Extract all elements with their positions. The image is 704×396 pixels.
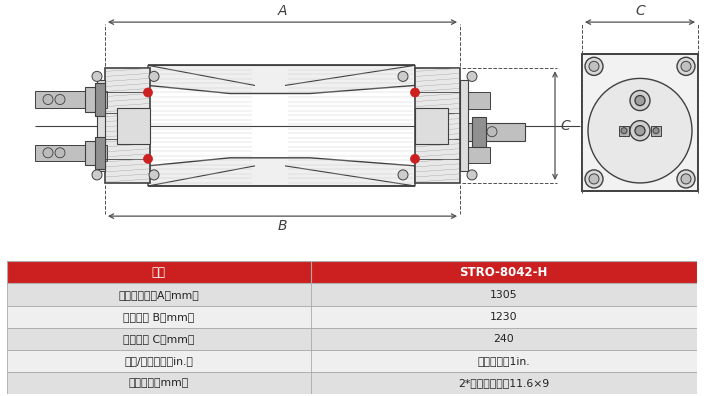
Circle shape (589, 174, 599, 184)
Circle shape (653, 128, 659, 134)
Circle shape (43, 148, 53, 158)
Text: 进水/浓水接口（in.）: 进水/浓水接口（in.） (125, 356, 194, 366)
Circle shape (410, 154, 420, 163)
Circle shape (467, 170, 477, 180)
Circle shape (487, 127, 497, 137)
Bar (7, 284, 697, 306)
Circle shape (589, 61, 599, 71)
Circle shape (635, 126, 645, 136)
Text: 卡箍式接口1in.: 卡箍式接口1in. (477, 356, 530, 366)
Bar (95, 84, 105, 116)
Text: STRO-8042-H: STRO-8042-H (460, 266, 548, 279)
Circle shape (635, 95, 645, 106)
Circle shape (92, 71, 102, 82)
Text: 型号: 型号 (152, 266, 166, 279)
Text: 法兰间距 B（mm）: 法兰间距 B（mm） (123, 312, 194, 322)
Bar (85, 88, 103, 112)
Bar (460, 147, 490, 163)
Circle shape (398, 71, 408, 82)
Bar (35, 91, 107, 108)
Text: 法兰宽度 C（mm）: 法兰宽度 C（mm） (123, 334, 194, 344)
Circle shape (144, 154, 153, 163)
Circle shape (677, 170, 695, 188)
Bar (95, 137, 105, 169)
Circle shape (588, 78, 692, 183)
Circle shape (149, 71, 159, 82)
Bar (582, 54, 698, 191)
Circle shape (630, 90, 650, 110)
Circle shape (677, 57, 695, 75)
Bar (97, 80, 105, 171)
Bar (7, 372, 697, 394)
Bar (7, 328, 697, 350)
Bar (472, 116, 486, 147)
Bar (117, 108, 150, 144)
Polygon shape (148, 158, 415, 186)
Circle shape (585, 57, 603, 75)
Bar (460, 93, 490, 109)
Bar (105, 69, 150, 183)
Bar (7, 261, 697, 284)
Text: 2*软管快速接口11.6×9: 2*软管快速接口11.6×9 (458, 378, 549, 388)
Polygon shape (148, 65, 415, 93)
Circle shape (585, 170, 603, 188)
Circle shape (55, 148, 65, 158)
Text: 1305: 1305 (490, 289, 517, 299)
Bar (415, 108, 448, 144)
Circle shape (681, 174, 691, 184)
Bar (35, 145, 107, 161)
Circle shape (681, 61, 691, 71)
Text: 240: 240 (494, 334, 514, 344)
Circle shape (630, 121, 650, 141)
Text: 1230: 1230 (490, 312, 517, 322)
Text: C: C (635, 4, 645, 18)
Circle shape (410, 88, 420, 97)
Text: 产水接口（mm）: 产水接口（mm） (129, 378, 189, 388)
Text: 膜组件拉杆长A（mm）: 膜组件拉杆长A（mm） (118, 289, 199, 299)
Text: A: A (278, 4, 287, 18)
Bar (619, 126, 629, 136)
Circle shape (149, 170, 159, 180)
Circle shape (398, 170, 408, 180)
Circle shape (55, 95, 65, 105)
Bar (85, 141, 103, 165)
Bar (7, 350, 697, 372)
Text: C: C (560, 119, 570, 133)
Circle shape (467, 71, 477, 82)
Text: B: B (278, 219, 287, 233)
Bar (460, 80, 468, 171)
Circle shape (92, 170, 102, 180)
Bar (7, 306, 697, 327)
Bar (460, 123, 525, 141)
Circle shape (621, 128, 627, 134)
Bar (415, 69, 460, 183)
Circle shape (144, 88, 153, 97)
Circle shape (43, 95, 53, 105)
Bar (651, 126, 661, 136)
